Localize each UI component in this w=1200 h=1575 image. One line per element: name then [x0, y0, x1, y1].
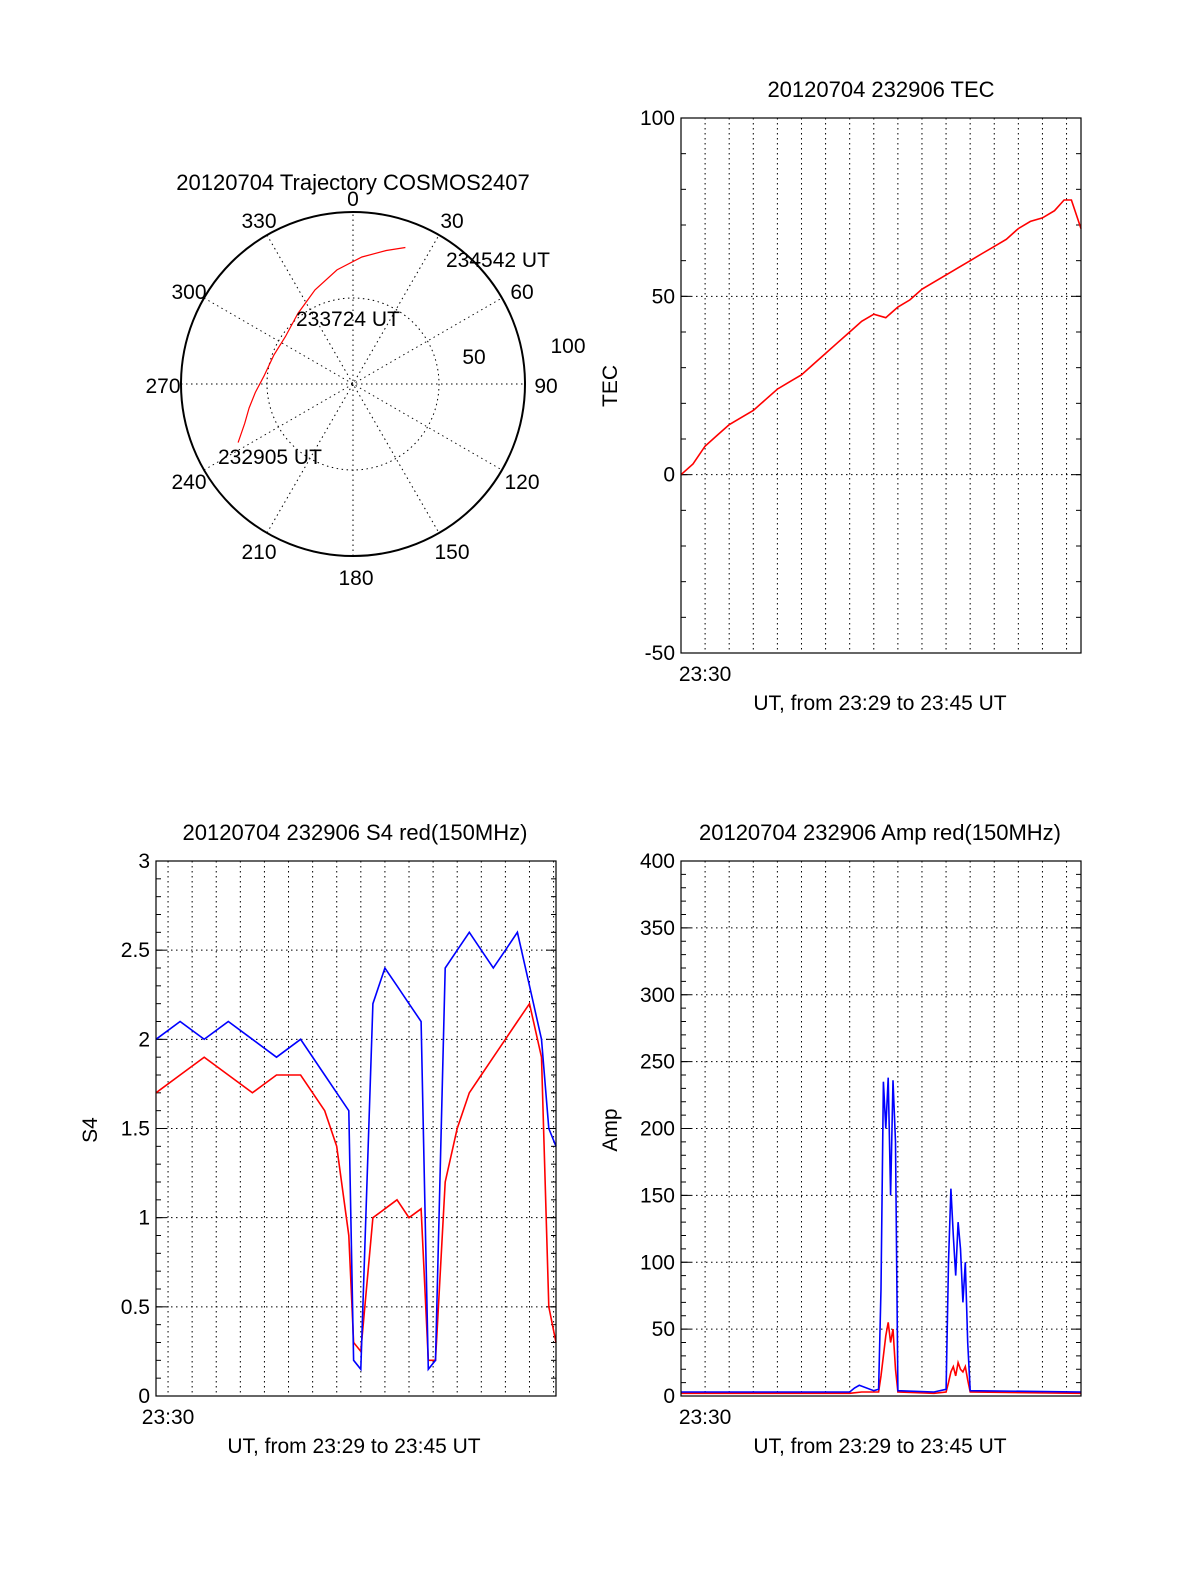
angle-label-330: 330	[241, 210, 276, 233]
tec-ytick-label: 0	[663, 464, 675, 487]
angle-label-60: 60	[510, 281, 533, 304]
radius-label-100: 100	[550, 335, 585, 358]
amp-ytick-label: 0	[663, 1385, 675, 1408]
tec-ytick-label: 100	[640, 107, 675, 130]
tec-xtick-label: 23:30	[679, 663, 732, 686]
amp-ytick-label: 400	[640, 850, 675, 873]
tec-chart: 20120704 232906 TEC -50 0 50 100 23:30 TEC U…	[599, 77, 1082, 715]
amp-chart: 20120704 232906 Amp red(150MHz) 0 50 100 15…	[599, 820, 1082, 1458]
amp-ytick-label: 200	[640, 1118, 675, 1141]
angle-label-300: 300	[171, 281, 206, 304]
s4-ytick-label: 3	[138, 850, 150, 873]
polar-angle-labels: 0 30 60 90 120 150 180 210 240 270 300 3…	[145, 188, 585, 590]
s4-series-2	[155, 930, 557, 1372]
angle-label-30: 30	[440, 210, 463, 233]
s4-series-1	[155, 1001, 557, 1362]
time-label-mid: 233724 UT	[296, 308, 400, 331]
amp-title: 20120704 232906 Amp red(150MHz)	[699, 820, 1061, 845]
radius-label-50: 50	[462, 346, 485, 369]
angle-label-90: 90	[534, 375, 557, 398]
angle-label-0: 0	[347, 188, 359, 211]
s4-ytick-label: 1	[138, 1207, 150, 1230]
tec-frame	[680, 117, 1082, 654]
angle-label-210: 210	[241, 541, 276, 564]
time-label-start: 232905 UT	[218, 446, 322, 469]
polar-title: 20120704 Trajectory COSMOS2407	[176, 170, 529, 195]
s4-ytick-label: 2.5	[121, 939, 150, 962]
amp-series-1	[681, 1322, 1082, 1395]
s4-xlabel: UT, from 23:29 to 23:45 UT	[227, 1435, 480, 1458]
tec-ytick-label: 50	[652, 285, 675, 308]
s4-plot-area: 0 0.5 1 1.5 2 2.5 3 23:30	[121, 850, 557, 1429]
amp-ytick-label: 150	[640, 1184, 675, 1207]
tec-plot-area: -50 0 50 100 23:30	[640, 107, 1082, 686]
trajectory-time-labels: 234542 UT 233724 UT 232905 UT	[218, 249, 550, 469]
tec-ytick-label: -50	[645, 642, 675, 665]
amp-frame	[680, 860, 1082, 1397]
amp-series-2	[681, 1077, 1082, 1393]
s4-frame	[155, 860, 557, 1397]
polar-grid-circle-50	[266, 297, 440, 471]
s4-ytick-label: 1.5	[121, 1118, 150, 1141]
angle-label-150: 150	[434, 541, 469, 564]
s4-ylabel: S4	[79, 1117, 102, 1143]
angle-label-270: 270	[145, 375, 180, 398]
trajectory-polar-chart: 20120704 Trajectory COSMOS2407 0 30 60 9…	[145, 170, 585, 590]
amp-ytick-label: 350	[640, 917, 675, 940]
s4-xtick-label: 23:30	[142, 1406, 195, 1429]
tec-ylabel: TEC	[599, 365, 622, 407]
polar-grid	[180, 211, 526, 557]
s4-chart: 20120704 232906 S4 red(150MHz) 0 0.5 1 1.5 2…	[79, 820, 557, 1458]
angle-label-180: 180	[338, 567, 373, 590]
s4-ytick-label: 0	[138, 1385, 150, 1408]
s4-title: 20120704 232906 S4 red(150MHz)	[183, 820, 528, 845]
amp-ylabel: Amp	[599, 1108, 622, 1151]
amp-ytick-label: 50	[652, 1318, 675, 1341]
time-label-end: 234542 UT	[446, 249, 550, 272]
tec-title: 20120704 232906 TEC	[767, 77, 994, 102]
amp-ytick-label: 100	[640, 1251, 675, 1274]
angle-label-240: 240	[171, 471, 206, 494]
amp-ytick-label: 300	[640, 984, 675, 1007]
tec-xlabel: UT, from 23:29 to 23:45 UT	[753, 692, 1006, 715]
s4-ytick-label: 2	[138, 1028, 150, 1051]
amp-ytick-label: 250	[640, 1051, 675, 1074]
amp-xlabel: UT, from 23:29 to 23:45 UT	[753, 1435, 1006, 1458]
trajectory-curve	[237, 246, 406, 443]
angle-label-120: 120	[504, 471, 539, 494]
amp-xtick-label: 23:30	[679, 1406, 732, 1429]
amp-plot-area: 0 50 100 150 200 250 300 350 400 23:30	[640, 850, 1082, 1429]
tec-series-1	[680, 199, 1082, 476]
s4-ytick-label: 0.5	[121, 1296, 150, 1319]
